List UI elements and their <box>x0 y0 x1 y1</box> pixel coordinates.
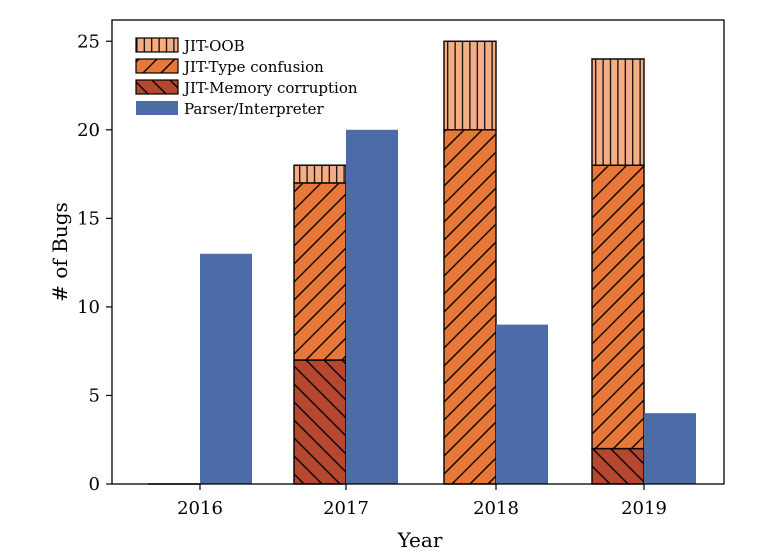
y-axis-label: # of Bugs <box>48 202 72 302</box>
plot-frame <box>111 19 725 485</box>
bar-parser-interpreter-2017 <box>346 129 398 485</box>
axes-layer: 0 5 10 15 20 25 2016 2017 2018 2019 Year # of Bugs <box>48 19 725 552</box>
bar-hatch-jit-oob-2019 <box>591 58 645 166</box>
bars-layer <box>148 40 696 485</box>
bar-hatch-jit-oob-2017 <box>293 164 347 184</box>
y-tick-label: 20 <box>77 120 100 141</box>
y-tick-label: 0 <box>89 474 100 495</box>
bar-parser-interpreter-2018 <box>496 324 548 484</box>
bar-hatch-jit-type-confusion-2018 <box>443 129 497 485</box>
legend-label-jit-type-confusion: JIT-Type confusion <box>182 58 324 76</box>
x-axis-label: Year <box>397 528 443 552</box>
y-tick-label: 15 <box>77 208 100 229</box>
bar-parser-interpreter-2016 <box>200 253 252 484</box>
bar-parser-interpreter-2019 <box>644 413 696 484</box>
bar-hatch-jit-type-confusion-2017 <box>293 182 347 361</box>
legend-swatch-hatch-jit-oob <box>135 37 179 53</box>
y-tick-label: 10 <box>77 297 100 318</box>
legend-swatch-hatch-jit-type-confusion <box>135 58 179 74</box>
legend-label-jit-memory-corruption: JIT-Memory corruption <box>182 79 358 97</box>
legend-swatch-parser-interpreter <box>136 101 178 115</box>
x-tick-label: 2017 <box>323 498 369 519</box>
legend: JIT-OOB JIT-Type confusion JIT-Memory corr… <box>135 37 358 118</box>
x-tick-label: 2019 <box>621 498 667 519</box>
y-tick-label: 5 <box>89 385 100 406</box>
legend-label-jit-oob: JIT-OOB <box>182 37 245 55</box>
y-tick-label: 25 <box>77 31 100 52</box>
x-tick-label: 2016 <box>177 498 223 519</box>
bar-hatch-jit-memory-corruption-2017 <box>293 359 347 485</box>
legend-swatch-hatch-jit-memory-corruption <box>135 79 179 95</box>
legend-label-parser-interpreter: Parser/Interpreter <box>184 100 325 118</box>
bar-hatch-jit-oob-2018 <box>443 40 497 131</box>
bar-hatch-jit-memory-corruption-2019 <box>591 447 645 485</box>
x-tick-label: 2018 <box>473 498 519 519</box>
bar-hatch-jit-type-confusion-2019 <box>591 164 645 450</box>
